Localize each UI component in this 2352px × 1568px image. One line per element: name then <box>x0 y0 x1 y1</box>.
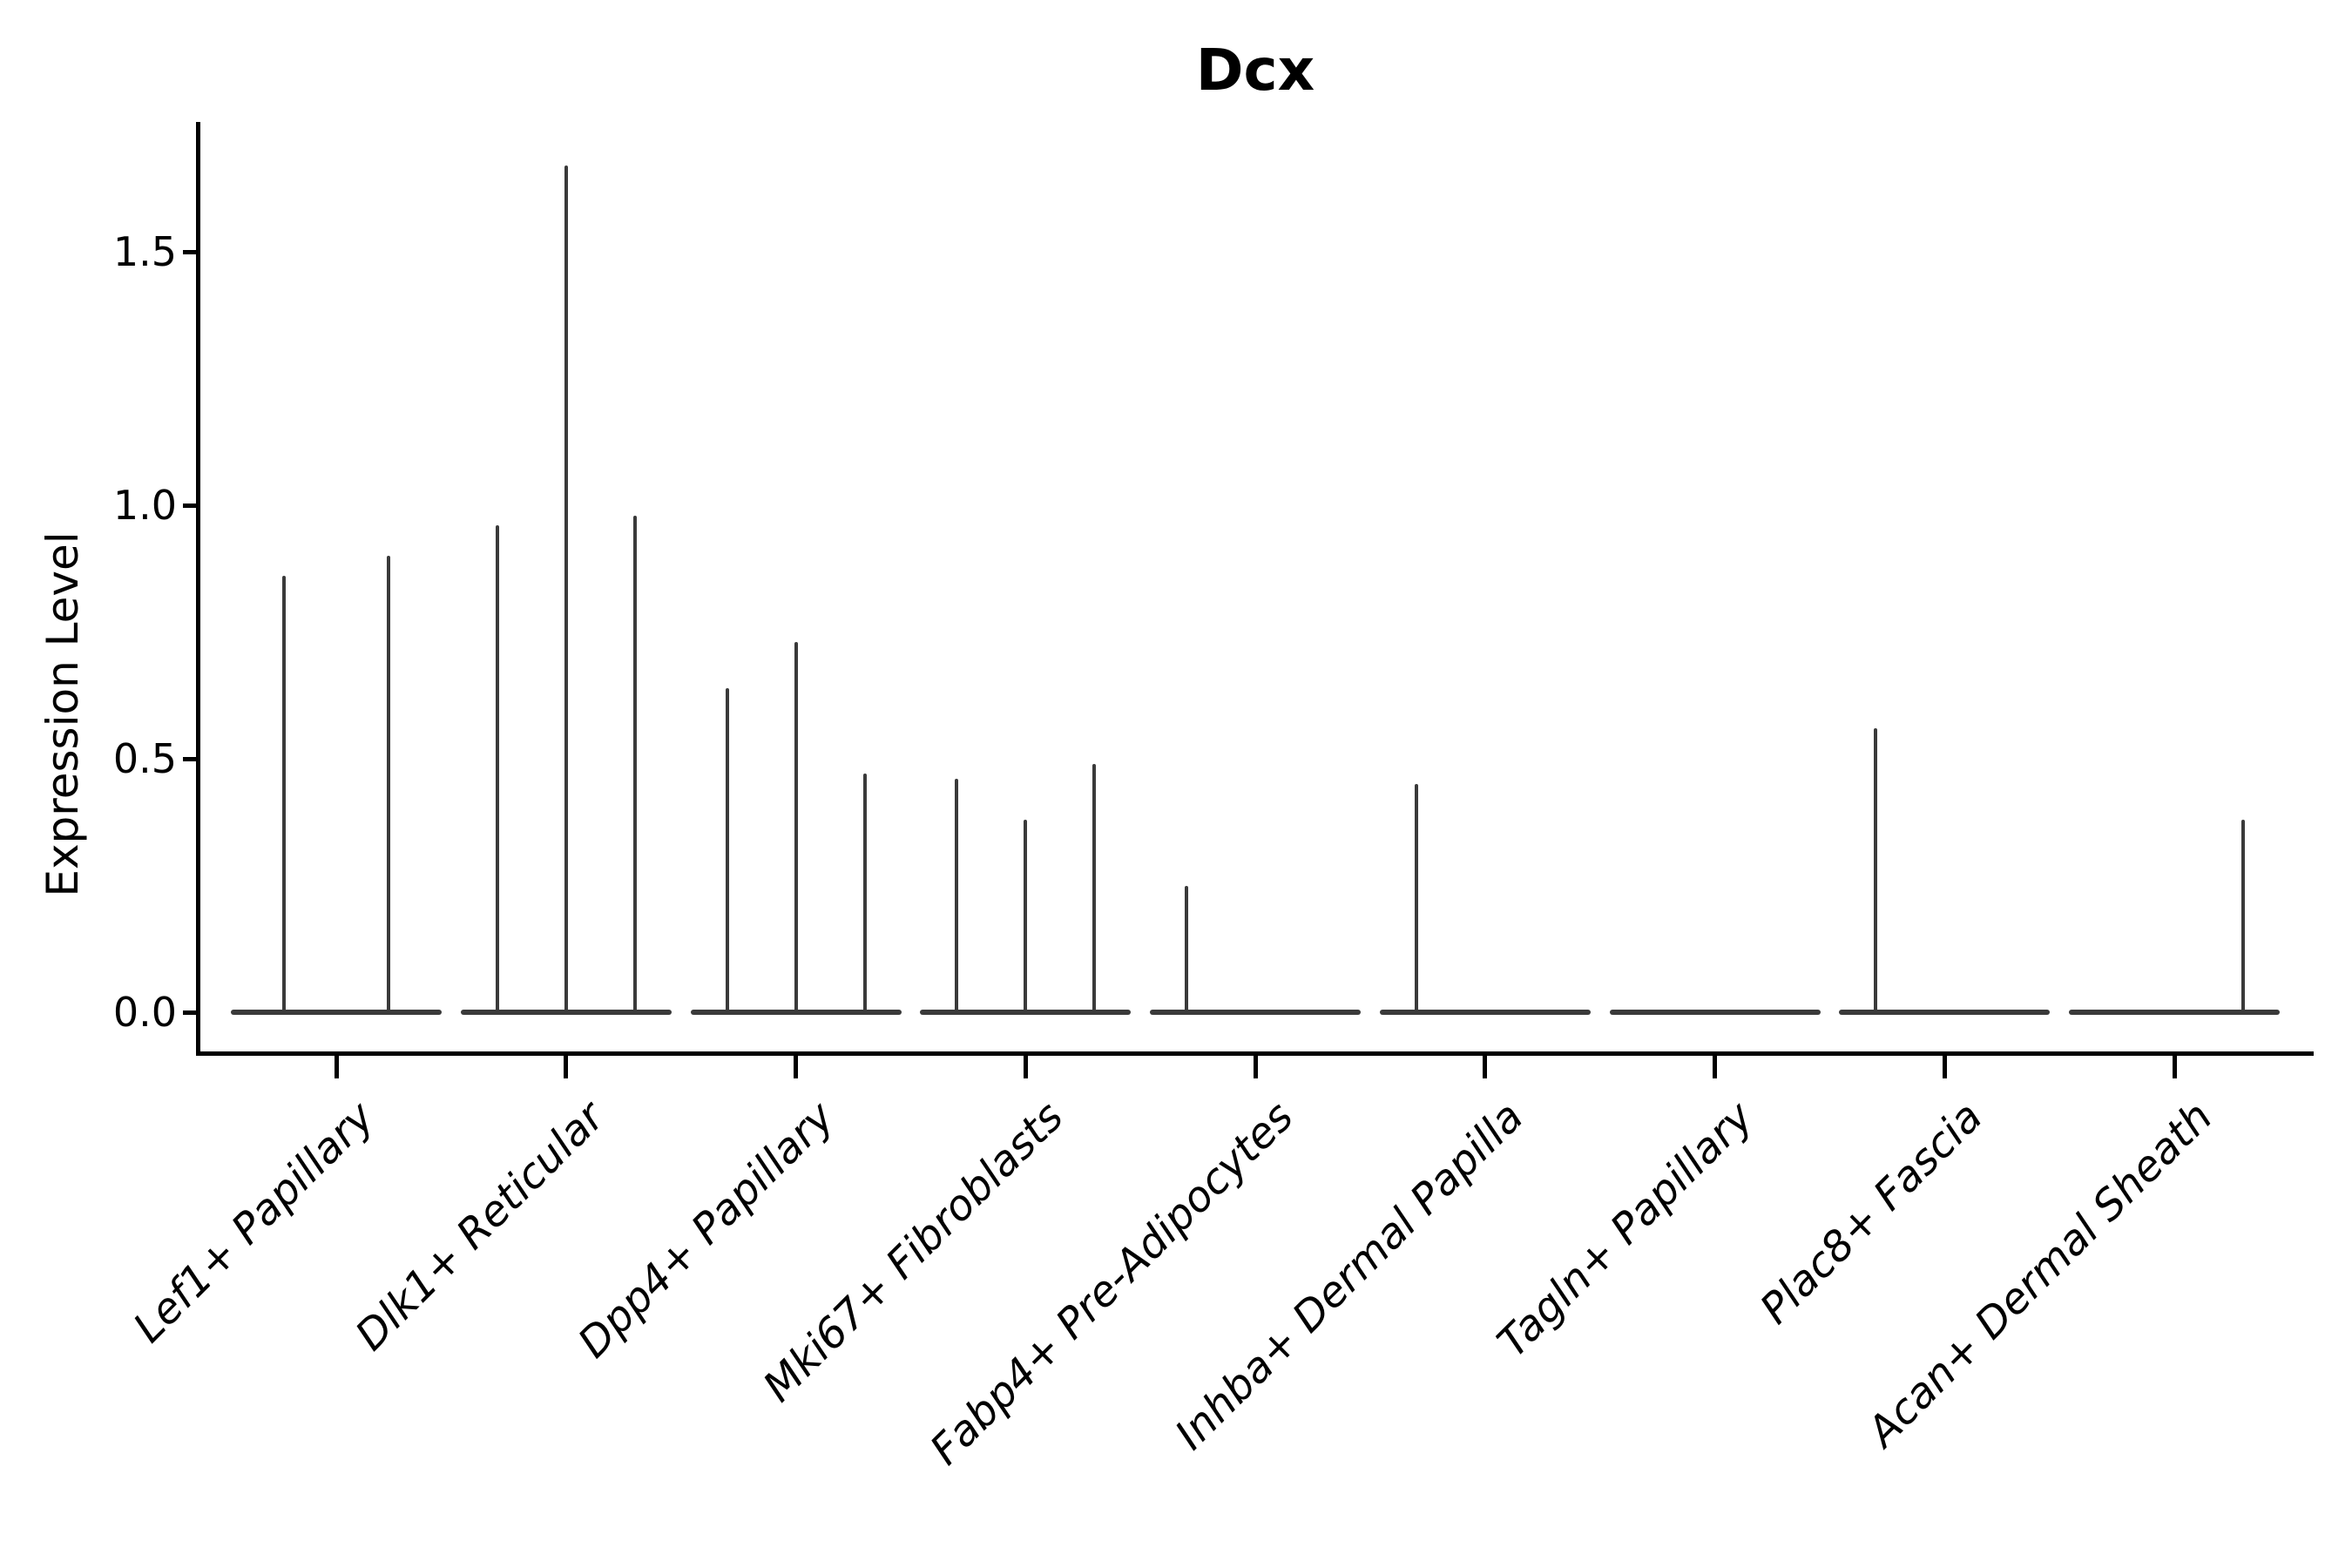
violin-baseline <box>1150 1010 1361 1015</box>
violin-spike <box>387 556 390 1012</box>
x-tick-mark <box>1942 1056 1947 1078</box>
chart-title: Dcx <box>1195 37 1315 104</box>
violin-spike <box>495 525 499 1012</box>
x-tick-label: Dpp4+ Papillary <box>568 1092 844 1368</box>
y-tick-mark <box>183 503 198 508</box>
y-tick-label: 0.5 <box>112 735 177 782</box>
violin-spike <box>632 515 637 1012</box>
violin-baseline <box>2069 1010 2280 1015</box>
violin-spike <box>282 576 286 1012</box>
violin-spike <box>1874 728 1878 1012</box>
violin-spike <box>1024 819 1028 1012</box>
x-tick-label: Tagln+ Papillary <box>1487 1092 1763 1368</box>
x-tick-mark <box>1253 1056 1258 1078</box>
x-tick-label: Acan+ Dermal Sheath <box>1857 1092 2222 1456</box>
violin-spike <box>564 166 568 1012</box>
violin-baseline <box>920 1010 1132 1015</box>
x-tick-mark <box>1023 1056 1028 1078</box>
y-tick-label: 0.0 <box>112 989 177 1036</box>
x-tick-label: Lef1+ Papillary <box>124 1092 384 1353</box>
violin-baseline <box>1839 1010 2051 1015</box>
x-tick-label: Fabp4+ Pre-Adipocytes <box>921 1092 1303 1475</box>
y-axis-label: Expression Level <box>37 531 88 897</box>
violin-spike <box>1414 784 1418 1012</box>
y-tick-mark <box>183 756 198 761</box>
violin-baseline <box>460 1010 672 1015</box>
violin-baseline <box>1609 1010 1821 1015</box>
violin-spike <box>725 687 729 1012</box>
y-tick-label: 1.5 <box>112 228 177 275</box>
x-axis-spine <box>196 1051 2314 1056</box>
x-tick-mark <box>1713 1056 1717 1078</box>
x-tick-mark <box>564 1056 569 1078</box>
violin-baseline <box>690 1010 902 1015</box>
x-tick-label: Dlk1+ Reticular <box>346 1092 614 1361</box>
x-tick-label: Mki67+ Fibroblasts <box>754 1092 1073 1412</box>
violin-spike <box>1092 763 1097 1012</box>
violin-spike <box>2241 819 2245 1012</box>
violin-spike <box>862 774 867 1012</box>
violin-spike <box>1185 885 1188 1012</box>
violin-spike <box>955 779 959 1012</box>
violin-spike <box>794 642 798 1012</box>
y-tick-label: 1.0 <box>112 482 177 529</box>
x-tick-label: Plac8+ Fascia <box>1751 1092 1992 1334</box>
y-axis-spine <box>196 122 200 1056</box>
violin-baseline <box>231 1010 442 1015</box>
x-tick-mark <box>2172 1056 2177 1078</box>
x-tick-mark <box>334 1056 339 1078</box>
x-tick-label: Inhba+ Dermal Papilla <box>1166 1092 1533 1460</box>
x-tick-mark <box>1483 1056 1488 1078</box>
y-tick-mark <box>183 1010 198 1015</box>
x-tick-mark <box>794 1056 798 1078</box>
violin-baseline <box>1379 1010 1591 1015</box>
y-tick-mark <box>183 249 198 254</box>
